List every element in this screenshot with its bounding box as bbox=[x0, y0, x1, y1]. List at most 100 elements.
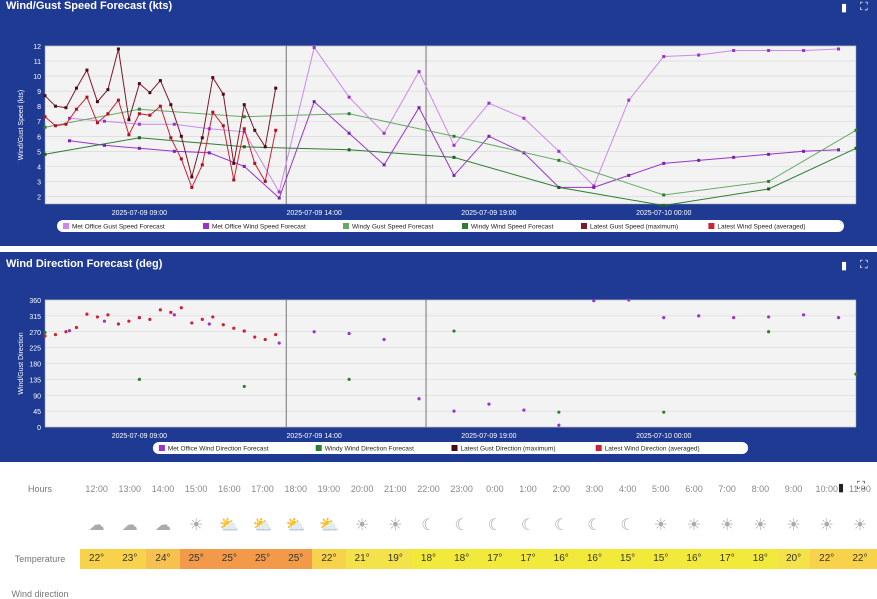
data-point bbox=[232, 161, 236, 165]
hour-cell: 15:00 bbox=[184, 484, 208, 494]
hour-cell: 2:00 bbox=[552, 484, 570, 494]
data-point bbox=[137, 82, 141, 86]
temperature-cell: 22° bbox=[80, 549, 114, 569]
data-point bbox=[522, 116, 526, 120]
moon-icon: ☾ bbox=[454, 517, 469, 534]
data-point bbox=[487, 134, 491, 138]
data-point bbox=[221, 124, 225, 128]
data-point bbox=[557, 423, 561, 427]
data-point bbox=[43, 152, 47, 156]
data-point bbox=[274, 128, 278, 132]
sun-icon: ☀ bbox=[719, 517, 735, 534]
data-point bbox=[179, 157, 183, 161]
hour-cell: 17:00 bbox=[251, 484, 274, 494]
data-point bbox=[312, 46, 316, 50]
sun-icon: ☀ bbox=[686, 517, 702, 534]
data-point bbox=[137, 136, 141, 140]
sun-icon: ☀ bbox=[653, 517, 668, 534]
moon-icon: ☾ bbox=[587, 517, 602, 534]
data-point bbox=[221, 323, 225, 327]
temperature-cell: 25° bbox=[212, 549, 246, 569]
data-point bbox=[592, 185, 596, 189]
data-point bbox=[53, 332, 58, 337]
expand-icon[interactable]: ⛶ bbox=[860, 1, 868, 13]
hour-cell: 7:00 bbox=[718, 484, 736, 494]
data-point bbox=[242, 329, 246, 333]
sun-icon: ☀ bbox=[354, 517, 370, 534]
hour-cell: 21:00 bbox=[384, 484, 407, 494]
data-point bbox=[211, 110, 215, 114]
data-point bbox=[67, 329, 72, 333]
temperature-cell: 25° bbox=[245, 549, 280, 569]
data-point bbox=[801, 313, 806, 317]
x-tick-label: 2025-07-09 19:00 bbox=[461, 210, 516, 217]
legend-label: Windy Wind Speed Forecast bbox=[471, 224, 554, 231]
data-point bbox=[137, 107, 141, 111]
data-point bbox=[67, 116, 71, 120]
data-point bbox=[557, 149, 561, 153]
legend-label: Met Office Wind Speed Forecast bbox=[212, 224, 306, 231]
data-point bbox=[557, 185, 561, 189]
data-point bbox=[116, 98, 120, 102]
expand-icon[interactable]: ⛶ bbox=[860, 259, 868, 271]
legend-box bbox=[57, 220, 844, 232]
data-point bbox=[347, 95, 351, 99]
y-tick-label: 6 bbox=[37, 134, 41, 141]
data-point bbox=[85, 312, 89, 316]
data-point bbox=[697, 314, 701, 318]
y-tick-label: 270 bbox=[29, 330, 41, 337]
hour-cell: 16:00 bbox=[218, 484, 241, 494]
data-point bbox=[347, 112, 351, 116]
data-point bbox=[836, 316, 841, 320]
hourly-forecast: ▮ ⛶ Hours 12:00 13:00 14:00 15:00 16:00 17:00… bbox=[0, 472, 877, 599]
data-point bbox=[190, 321, 194, 325]
hour-cell: 13:00 bbox=[118, 484, 142, 494]
y-tick-label: 0 bbox=[37, 425, 41, 432]
data-point bbox=[242, 145, 246, 149]
expand-icon[interactable]: ⛶ bbox=[857, 480, 865, 492]
temperature-cell: 16° bbox=[577, 549, 611, 569]
temperature-cell: 15° bbox=[644, 549, 678, 569]
data-point bbox=[452, 143, 456, 147]
temperature-label: Temperature bbox=[14, 554, 66, 564]
data-point bbox=[43, 125, 47, 129]
moon-icon: ☾ bbox=[620, 517, 635, 534]
data-point bbox=[85, 68, 89, 72]
y-tick-label: 7 bbox=[37, 119, 41, 126]
hour-cell: 4:00 bbox=[618, 484, 637, 494]
sun-cloud-icon: ⛅ bbox=[252, 517, 273, 534]
data-point bbox=[85, 95, 89, 99]
wind-speed-panel: Wind/Gust Speed Forecast (kts) ▮ ⛶ 2 3 4 5 6… bbox=[0, 0, 877, 246]
y-tick-label: 4 bbox=[37, 164, 41, 171]
wind-speed-chart: 2 3 4 5 6 7 8 9 10 11 12 2025-07-09 09:00 2025-07-09… bbox=[18, 44, 858, 232]
data-point bbox=[854, 372, 858, 376]
cloud-icon: ☁ bbox=[154, 517, 171, 534]
legend-swatch bbox=[158, 445, 165, 451]
y-tick-label: 360 bbox=[29, 298, 41, 305]
file-icon[interactable]: ▮ bbox=[841, 260, 848, 272]
data-point bbox=[253, 128, 257, 132]
data-point bbox=[74, 325, 79, 330]
file-icon[interactable]: ▮ bbox=[838, 482, 845, 494]
data-point bbox=[53, 104, 57, 108]
data-point bbox=[106, 112, 110, 116]
sun-icon: ☀ bbox=[388, 517, 403, 534]
legend-swatch bbox=[595, 445, 602, 451]
file-icon[interactable]: ▮ bbox=[841, 2, 848, 14]
data-point bbox=[417, 70, 421, 74]
data-point bbox=[158, 79, 162, 83]
legend-label: Met Office Wind Direction Forecast bbox=[168, 446, 269, 453]
data-point bbox=[277, 190, 281, 194]
sun-icon: ☀ bbox=[188, 517, 204, 534]
data-point bbox=[169, 310, 173, 314]
data-point bbox=[200, 317, 204, 322]
data-point bbox=[263, 337, 267, 342]
data-point bbox=[232, 326, 236, 330]
hour-cell: 0:00 bbox=[486, 484, 504, 494]
icons-row: ☁ ☁ ☁ ☀ ⛅ ⛅ ⛅ ⛅ ☀ ☀ ☾ ☾ ☾ ☾ ☾ ☾ ☾ ☀ ☀ ☀ ☀ ☀ ☀ ☀ bbox=[0, 514, 877, 536]
hour-cell: 11:00 bbox=[848, 484, 871, 494]
legend-swatch bbox=[63, 223, 69, 229]
data-point bbox=[662, 204, 666, 208]
y-axis-label: Wind/Gust Direction bbox=[18, 332, 25, 394]
data-point bbox=[148, 91, 152, 95]
